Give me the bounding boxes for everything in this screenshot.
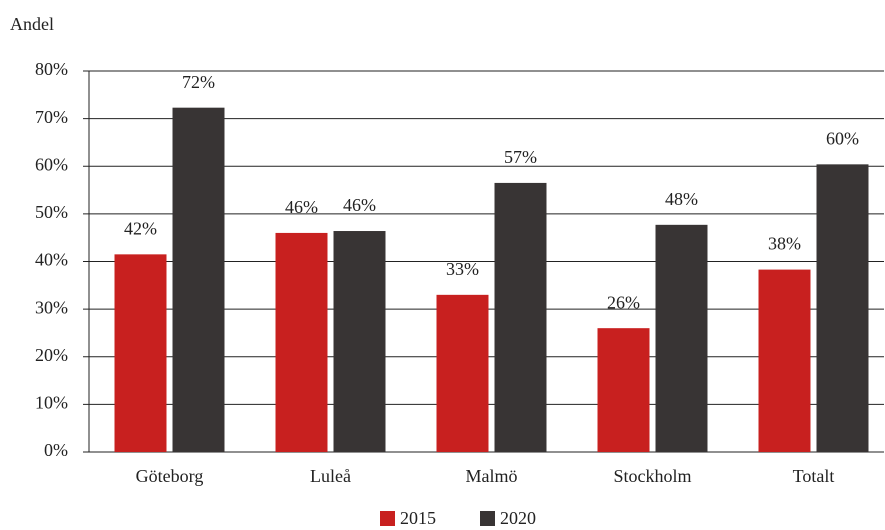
x-tick-label: Luleå [310, 466, 351, 486]
y-tick-label: 20% [35, 345, 68, 365]
bar [597, 328, 650, 452]
data-label: 33% [446, 259, 479, 279]
bar [816, 164, 869, 452]
data-label: 38% [768, 234, 801, 254]
legend-label: 2015 [400, 508, 436, 528]
y-tick-label: 10% [35, 393, 68, 413]
bar [172, 107, 225, 452]
x-tick-label: Malmö [466, 466, 518, 486]
bar [494, 182, 547, 452]
x-tick-label: Stockholm [613, 466, 691, 486]
bar [436, 294, 489, 452]
data-label: 46% [343, 195, 376, 215]
legend-label: 2020 [500, 508, 536, 528]
data-label: 57% [504, 147, 537, 167]
data-label: 60% [826, 128, 859, 148]
y-tick-label: 60% [35, 154, 68, 174]
bar [333, 231, 386, 452]
bar [758, 269, 811, 452]
x-tick-label: Totalt [793, 466, 835, 486]
data-label: 46% [285, 197, 318, 217]
y-tick-label: 80% [35, 59, 68, 79]
y-tick-label: 30% [35, 297, 68, 317]
legend-swatch [380, 511, 395, 526]
legend-swatch [480, 511, 495, 526]
y-tick-label: 0% [44, 440, 68, 460]
data-label: 26% [607, 292, 640, 312]
data-label: 72% [182, 72, 215, 92]
y-tick-label: 70% [35, 107, 68, 127]
bar [655, 224, 708, 452]
bar [114, 254, 167, 452]
bar [275, 232, 328, 452]
y-tick-label: 40% [35, 250, 68, 270]
x-tick-label: Göteborg [136, 466, 204, 486]
y-axis-label: Andel [10, 14, 54, 34]
data-label: 48% [665, 189, 698, 209]
y-tick-label: 50% [35, 202, 68, 222]
data-label: 42% [124, 218, 157, 238]
